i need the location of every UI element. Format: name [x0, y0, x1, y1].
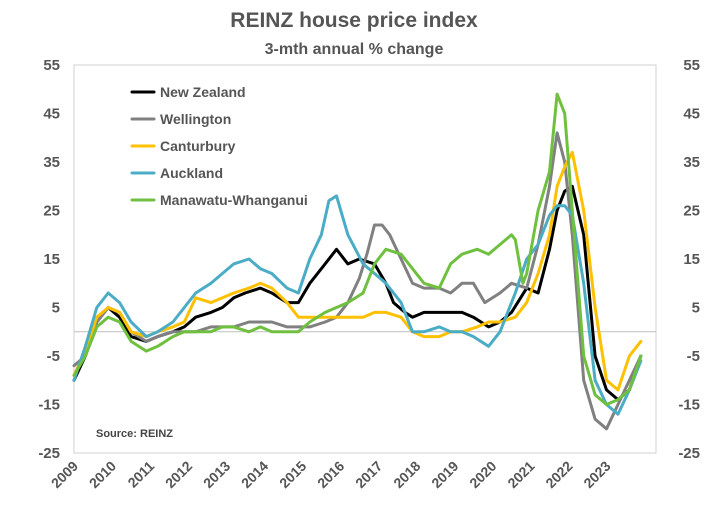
- series-line-new-zealand: [72, 184, 643, 402]
- y-tick-label-left: 25: [43, 203, 60, 220]
- x-tick-label: 2015: [276, 458, 309, 491]
- x-tick-label: 2016: [314, 458, 347, 491]
- x-tick-label: 2023: [580, 458, 613, 491]
- series-line-canturbury: [72, 150, 643, 392]
- y-tick-label-left: 5: [52, 300, 60, 317]
- x-tick-label: 2009: [48, 458, 81, 491]
- y-tick-label-right: -5: [687, 348, 700, 365]
- y-tick-label-left: -15: [38, 397, 60, 414]
- y-tick-label-right: 5: [692, 300, 700, 317]
- series-line-manawatu-whanganui: [72, 92, 643, 406]
- y-tick-label-left: 15: [43, 251, 60, 268]
- source-note: Source: REINZ: [96, 428, 173, 440]
- legend-label: New Zealand: [160, 84, 246, 100]
- y-tick-label-right: 55: [683, 57, 700, 74]
- x-tick-label: 2012: [162, 458, 195, 491]
- y-tick-label-left: 55: [43, 57, 60, 74]
- chart-title: REINZ house price index: [230, 9, 478, 32]
- x-tick-label: 2021: [504, 458, 537, 491]
- legend-label: Auckland: [160, 165, 223, 181]
- x-tick-label: 2022: [542, 458, 575, 491]
- y-tick-label-right: -15: [678, 397, 700, 414]
- y-tick-label-right: 15: [683, 251, 700, 268]
- y-tick-label-right: 25: [683, 203, 700, 220]
- legend-label: Wellington: [160, 111, 231, 127]
- y-tick-label-left: 35: [43, 154, 60, 171]
- chart-subtitle: 3-mth annual % change: [265, 41, 444, 58]
- x-tick-label: 2019: [428, 458, 461, 491]
- y-tick-label-left: 45: [43, 106, 60, 123]
- y-tick-label-right: 45: [683, 106, 700, 123]
- x-tick-label: 2013: [200, 458, 233, 491]
- x-tick-label: 2011: [124, 458, 157, 491]
- legend-label: Manawatu-Whanganui: [160, 192, 308, 208]
- x-tick-label: 2020: [466, 458, 499, 491]
- x-tick-label: 2014: [238, 458, 271, 491]
- x-tick-label: 2018: [390, 458, 423, 491]
- x-tick-label: 2010: [86, 458, 119, 491]
- y-tick-label-left: -25: [38, 445, 60, 462]
- plot-area: [73, 64, 657, 454]
- y-tick-label-right: 35: [683, 154, 700, 171]
- legend-label: Canturbury: [160, 138, 236, 154]
- series-line-wellington: [72, 131, 643, 431]
- y-tick-label-right: -25: [678, 445, 700, 462]
- y-tick-label-left: -5: [47, 348, 60, 365]
- x-tick-label: 2017: [352, 458, 385, 491]
- series-line-auckland: [72, 194, 643, 416]
